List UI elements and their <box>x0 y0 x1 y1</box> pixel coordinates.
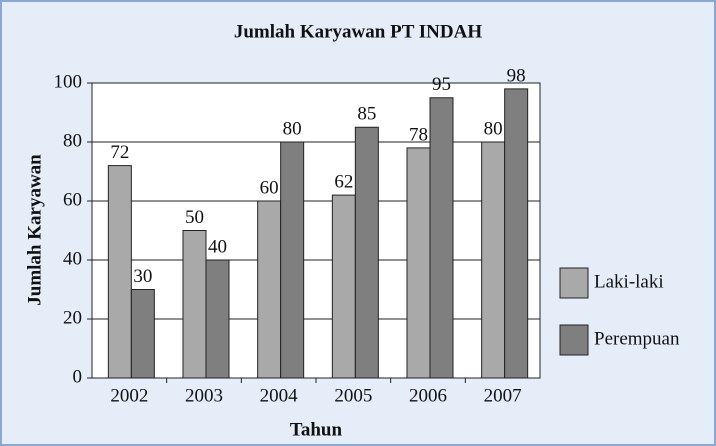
data-label: 80 <box>484 118 503 139</box>
data-label: 40 <box>208 236 227 257</box>
data-label: 98 <box>507 65 526 86</box>
data-label: 78 <box>409 124 428 145</box>
bar <box>107 165 132 379</box>
bar <box>481 141 506 379</box>
data-label: 95 <box>432 74 451 95</box>
data-label: 62 <box>334 171 353 192</box>
data-label: 85 <box>357 104 376 125</box>
bar <box>280 141 305 379</box>
legend-swatch <box>559 324 589 356</box>
data-label: 60 <box>260 177 279 198</box>
data-label: 72 <box>110 142 129 163</box>
chart-title: Jumlah Karyawan PT INDAH <box>234 21 482 42</box>
y-tick-label: 100 <box>54 71 83 92</box>
bar <box>406 147 431 379</box>
bar <box>504 88 529 379</box>
y-tick-label: 60 <box>63 189 82 210</box>
bar <box>257 200 282 379</box>
data-label: 50 <box>185 207 204 228</box>
bar <box>130 289 155 379</box>
x-tick-label: 2007 <box>484 385 522 406</box>
x-tick-label: 2006 <box>409 385 447 406</box>
y-tick-label: 80 <box>63 130 82 151</box>
bar <box>331 194 356 379</box>
x-axis-label: Tahun <box>290 419 343 440</box>
bar <box>182 230 207 379</box>
y-tick-label: 20 <box>63 307 82 328</box>
y-axis-label: Jumlah Karyawan <box>24 154 45 306</box>
y-tick-label: 40 <box>63 248 82 269</box>
plot-area <box>92 83 540 378</box>
bar <box>429 97 454 379</box>
legend-label: Laki-laki <box>594 271 664 292</box>
bar <box>354 126 379 379</box>
bar <box>205 259 230 379</box>
data-label: 30 <box>133 266 152 287</box>
x-tick-label: 2002 <box>110 385 148 406</box>
x-tick-label: 2004 <box>260 385 299 406</box>
x-tick-label: 2005 <box>334 385 372 406</box>
x-tick-label: 2003 <box>185 385 223 406</box>
y-tick-label: 0 <box>73 366 83 387</box>
legend-swatch <box>559 267 589 299</box>
legend-label: Perempuan <box>594 328 680 349</box>
data-label: 80 <box>283 118 302 139</box>
